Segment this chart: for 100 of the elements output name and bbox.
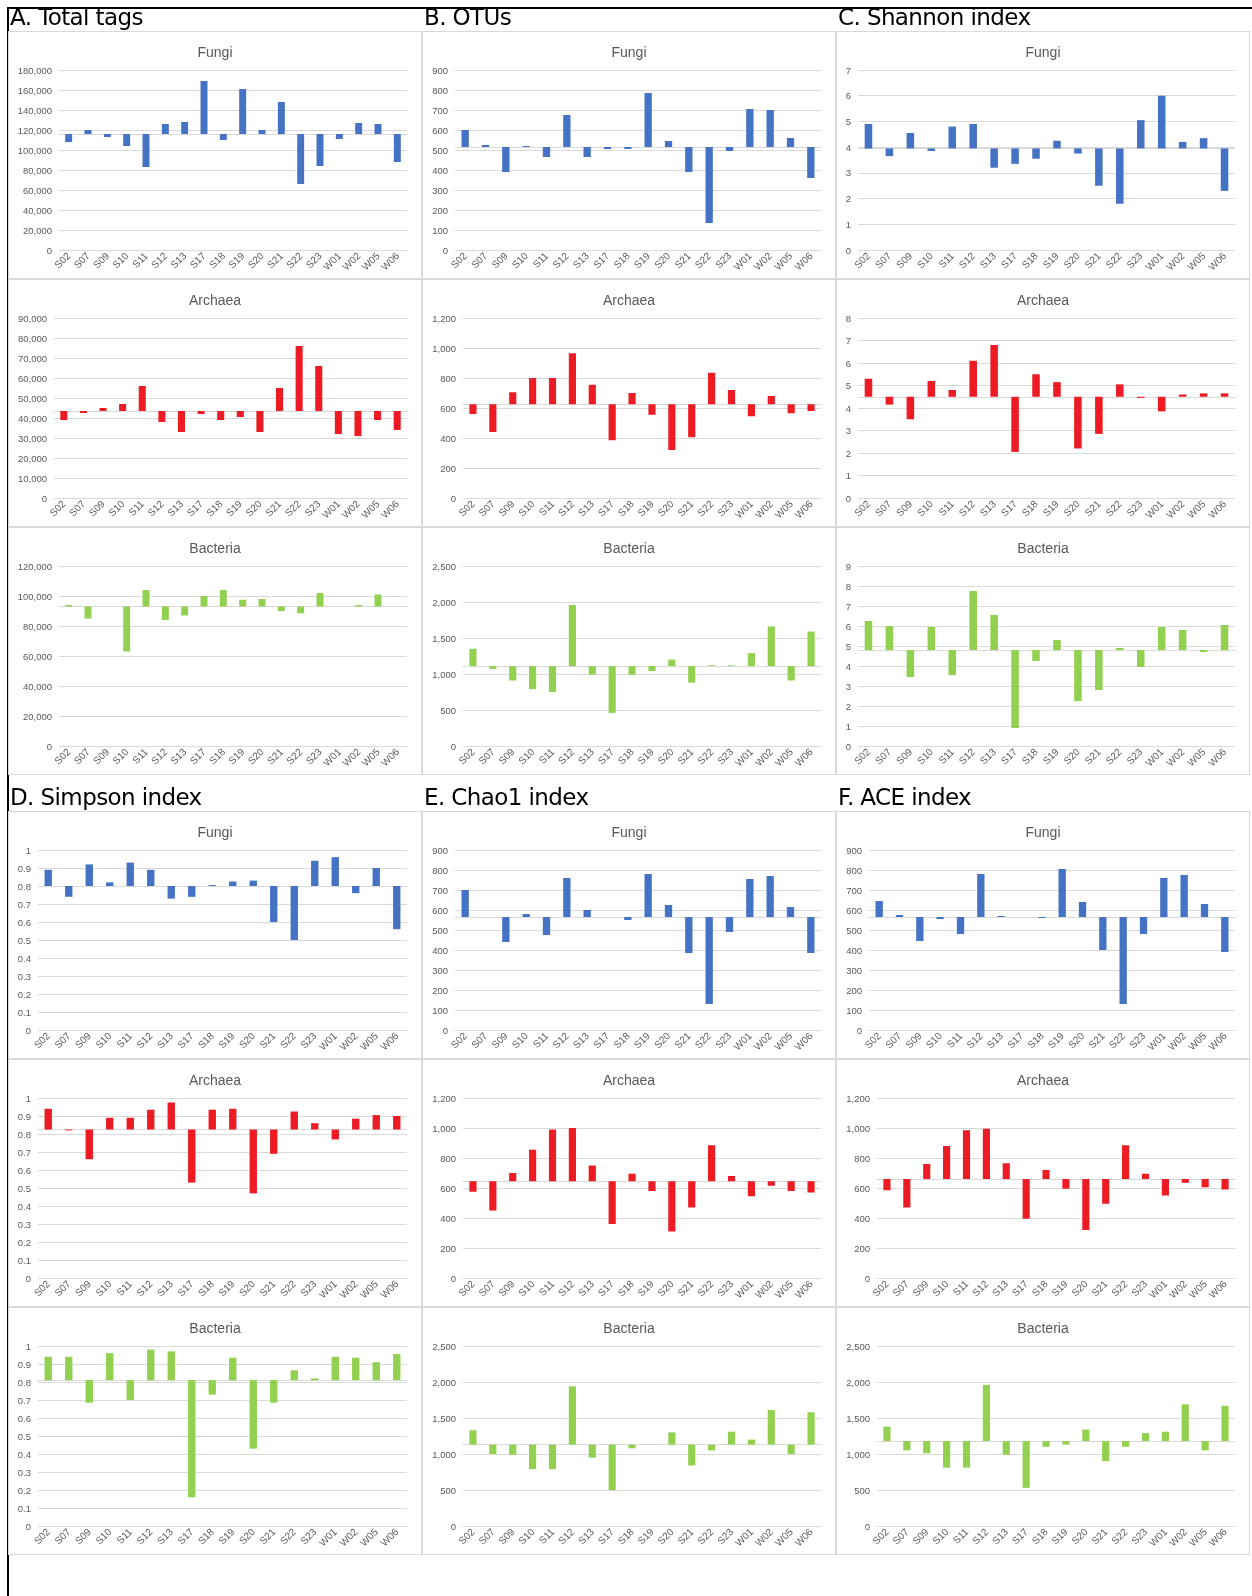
y-tick-label: 1 bbox=[25, 844, 31, 856]
y-tick-label: 140,000 bbox=[17, 104, 52, 116]
x-tick-label: S07 bbox=[52, 1029, 73, 1051]
y-tick-label: 0 bbox=[450, 740, 456, 752]
x-tick-label: S21 bbox=[675, 497, 696, 519]
bar bbox=[529, 1444, 537, 1470]
x-tick-label: S22 bbox=[1103, 745, 1125, 767]
y-tick-label: 800 bbox=[432, 84, 448, 96]
x-tick-label: W01 bbox=[731, 1029, 755, 1053]
bar bbox=[664, 905, 673, 917]
bar bbox=[727, 1431, 736, 1445]
x-tick-label: S22 bbox=[695, 1525, 716, 1547]
x-tick-label: S02 bbox=[52, 249, 73, 271]
bar bbox=[644, 93, 652, 147]
bar bbox=[906, 396, 915, 420]
x-tick-label: S10 bbox=[516, 1277, 537, 1299]
x-tick-label: S02 bbox=[862, 1029, 884, 1051]
y-tick-label: 600 bbox=[854, 1182, 870, 1194]
bar bbox=[568, 1128, 576, 1182]
bar bbox=[256, 411, 264, 432]
bar bbox=[126, 1380, 134, 1400]
y-tick-label: 0 bbox=[845, 740, 851, 752]
x-tick-label: S21 bbox=[675, 1277, 696, 1299]
bar bbox=[393, 134, 401, 162]
bar bbox=[239, 89, 247, 134]
y-tick-label: 2,500 bbox=[432, 1340, 456, 1352]
bar bbox=[1053, 640, 1061, 650]
y-tick-label: 200 bbox=[846, 984, 862, 996]
x-tick-label: S17 bbox=[1005, 1029, 1026, 1051]
bar bbox=[489, 1444, 497, 1454]
x-tick-label: S10 bbox=[930, 1277, 951, 1299]
bar bbox=[588, 1444, 596, 1458]
x-tick-label: S20 bbox=[652, 1029, 673, 1051]
bar bbox=[628, 393, 636, 405]
x-tick-label: S20 bbox=[1061, 745, 1083, 767]
bar bbox=[1102, 1179, 1110, 1204]
y-tick-label: 1,000 bbox=[432, 1448, 456, 1460]
x-tick-label: S21 bbox=[264, 745, 286, 767]
bar bbox=[982, 1384, 990, 1442]
bar bbox=[1042, 1170, 1050, 1179]
x-tick-label: W02 bbox=[1164, 745, 1187, 769]
bar bbox=[188, 1129, 196, 1183]
x-tick-label: S18 bbox=[611, 1029, 633, 1051]
bar bbox=[542, 147, 551, 157]
bar bbox=[509, 666, 517, 681]
x-tick-label: S19 bbox=[216, 1277, 237, 1299]
bar bbox=[705, 917, 713, 1004]
y-tick-label: 500 bbox=[440, 704, 456, 716]
bar bbox=[1139, 917, 1148, 934]
x-tick-label: S09 bbox=[72, 1525, 94, 1547]
bar bbox=[705, 147, 713, 223]
x-tick-label: S09 bbox=[90, 249, 112, 271]
bar bbox=[563, 878, 571, 917]
x-tick-label: S13 bbox=[165, 497, 186, 519]
x-tick-label: W06 bbox=[792, 249, 816, 273]
x-tick-label: S17 bbox=[1009, 1277, 1031, 1299]
x-tick-label: S02 bbox=[456, 745, 478, 767]
bar bbox=[355, 123, 363, 134]
x-tick-label: S07 bbox=[872, 249, 894, 271]
x-tick-label: S22 bbox=[284, 249, 305, 271]
bar bbox=[916, 917, 924, 941]
y-tick-label: 60,000 bbox=[22, 184, 52, 196]
x-tick-label: S11 bbox=[936, 249, 957, 270]
y-tick-label: 10,000 bbox=[17, 472, 47, 484]
x-tick-label: S21 bbox=[675, 1525, 696, 1547]
y-tick-label: 0 bbox=[450, 492, 456, 504]
x-tick-label: S18 bbox=[195, 1525, 217, 1547]
bar bbox=[167, 1102, 175, 1130]
x-tick-label: S20 bbox=[655, 1525, 677, 1547]
x-tick-label: W02 bbox=[340, 745, 363, 769]
x-tick-label: S13 bbox=[989, 1525, 1011, 1547]
bar bbox=[290, 886, 298, 940]
y-tick-label: 0.9 bbox=[17, 862, 31, 874]
y-tick-label: 1 bbox=[845, 470, 851, 481]
y-tick-label: 0.8 bbox=[17, 880, 31, 892]
bar bbox=[767, 626, 775, 667]
y-tick-label: 7 bbox=[845, 600, 851, 612]
x-tick-label: S20 bbox=[245, 249, 267, 271]
bar bbox=[290, 1370, 298, 1381]
bar bbox=[354, 411, 362, 436]
bar bbox=[1058, 869, 1066, 917]
x-tick-label: S18 bbox=[1019, 497, 1041, 519]
y-tick-label: 0 bbox=[864, 1272, 870, 1284]
bar bbox=[188, 1380, 196, 1498]
bar bbox=[767, 1410, 775, 1445]
y-tick-label: 0 bbox=[442, 244, 448, 256]
bar bbox=[1095, 396, 1103, 434]
y-tick-label: 500 bbox=[854, 1484, 870, 1496]
bar bbox=[767, 1181, 775, 1186]
x-tick-label: S21 bbox=[672, 249, 694, 271]
bar bbox=[1178, 630, 1187, 650]
y-tick-label: 0 bbox=[46, 244, 52, 256]
bar bbox=[747, 653, 755, 667]
bar bbox=[65, 1356, 73, 1381]
x-tick-label: S12 bbox=[550, 1029, 572, 1051]
y-tick-label: 700 bbox=[432, 104, 448, 116]
y-tick-label: 1,000 bbox=[846, 1122, 870, 1134]
x-tick-label: S22 bbox=[277, 1525, 299, 1547]
x-tick-label: S02 bbox=[456, 1525, 478, 1547]
x-tick-label: S10 bbox=[509, 1029, 531, 1051]
